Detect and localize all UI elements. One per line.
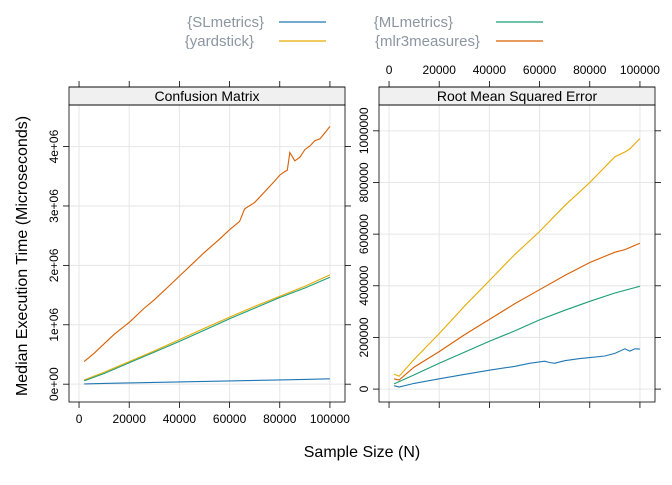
y-tick-label: 0 — [357, 385, 371, 392]
x-tick-label: 40000 — [473, 63, 507, 77]
series-line-mlr3measures — [393, 242, 641, 381]
y-tick-label: 400000 — [357, 265, 371, 305]
panel-rmse: Root Mean Squared Error 0 20000 40000 60000 8… — [357, 63, 661, 408]
series-line-mlr3measures — [83, 126, 331, 363]
series-line-yardstick — [393, 138, 641, 377]
x-tick-label: 20000 — [113, 412, 147, 426]
legend-label: {yardstick} — [185, 33, 254, 50]
x-tick-label: 80000 — [263, 412, 297, 426]
y-tick-label: 1e+06 — [47, 308, 61, 342]
y-tick-label: 1000000 — [357, 107, 371, 154]
series-line-slmetrics — [84, 378, 330, 385]
series-line-mlmetrics — [83, 276, 331, 382]
legend: {SLmetrics} {MLmetrics} {yardstick} {mlr3me… — [185, 14, 543, 50]
x-axis-label: Sample Size (N) — [304, 444, 420, 461]
y-tick-label: 200000 — [357, 317, 371, 357]
y-tick-label: 2e+06 — [47, 248, 61, 282]
panel-frame — [68, 104, 346, 403]
legend-label: {mlr3measures} — [375, 33, 480, 50]
x-tick-label: 80000 — [573, 63, 607, 77]
x-tick-label: 0 — [76, 412, 83, 426]
panel-title: Root Mean Squared Error — [437, 88, 598, 104]
x-tick-label: 60000 — [523, 63, 557, 77]
series-line-yardstick — [83, 274, 331, 381]
legend-label: {SLmetrics} — [187, 14, 264, 31]
series-line-mlmetrics — [393, 285, 641, 385]
x-tick-label: 40000 — [163, 412, 197, 426]
panels: Confusion Matrix 0 20000 40000 60000 80000 100… — [47, 63, 661, 426]
y-tick-label: 600000 — [357, 214, 371, 254]
legend-label: {MLmetrics} — [374, 14, 453, 31]
x-tick-label: 100000 — [310, 412, 350, 426]
y-tick-label: 0e+00 — [47, 367, 61, 401]
x-tick-label: 100000 — [620, 63, 660, 77]
panel-frame — [378, 104, 656, 403]
panel-title: Confusion Matrix — [154, 88, 259, 104]
y-tick-label: 800000 — [357, 162, 371, 202]
x-tick-label: 0 — [386, 63, 393, 77]
y-axis-label: Median Execution Time (Microseconds) — [14, 116, 31, 396]
y-tick-label: 4e+06 — [47, 129, 61, 163]
x-tick-label: 20000 — [423, 63, 457, 77]
x-tick-label: 60000 — [213, 412, 247, 426]
series-line-slmetrics — [393, 348, 640, 388]
y-tick-label: 3e+06 — [47, 189, 61, 223]
panel-confusion-matrix: Confusion Matrix 0 20000 40000 60000 80000 100… — [47, 81, 351, 426]
